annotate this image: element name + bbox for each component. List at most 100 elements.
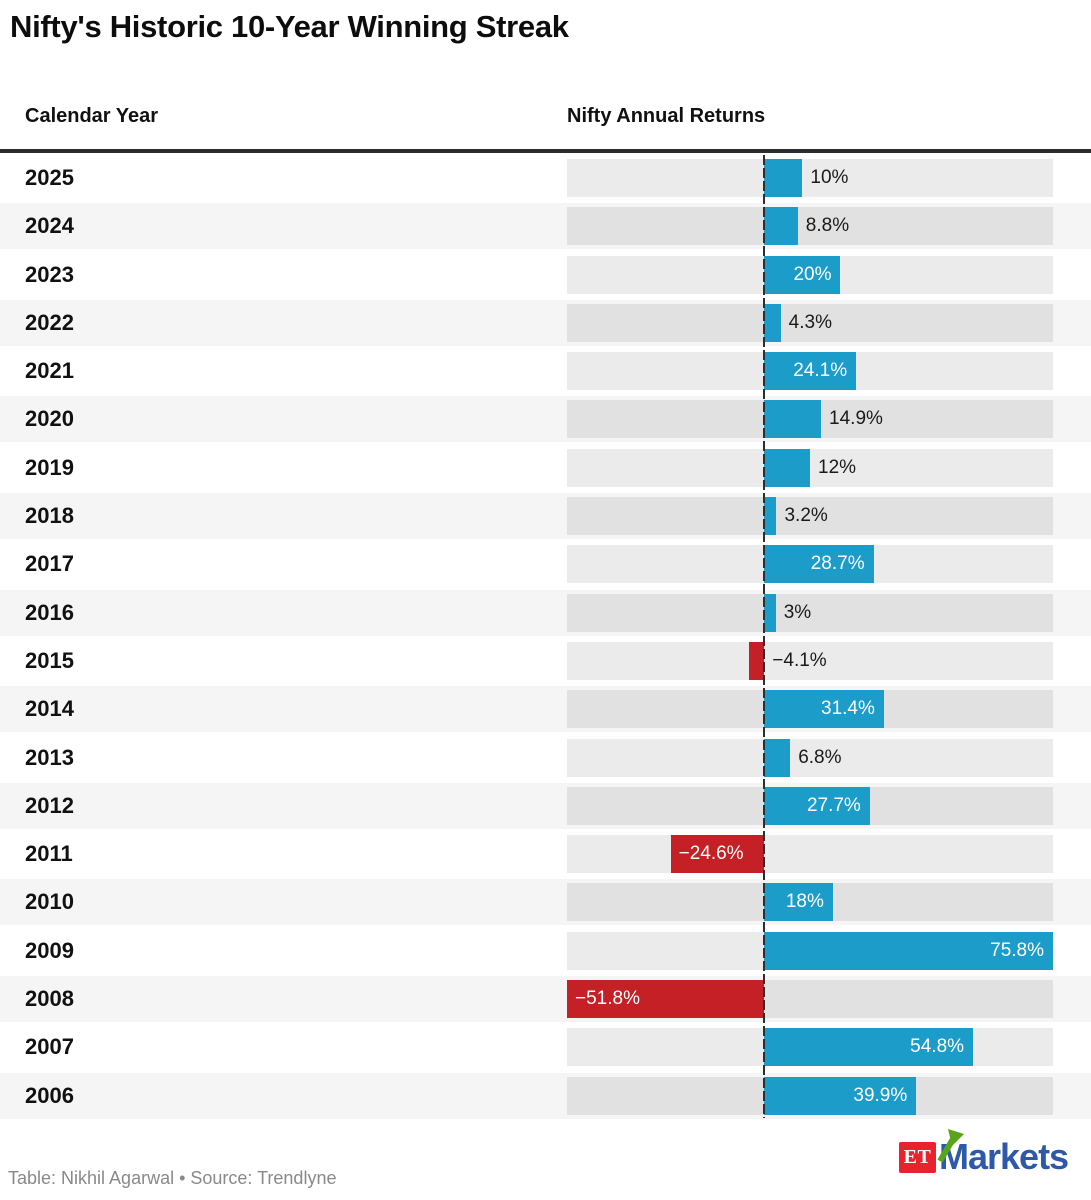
return-value-label: 14.9% xyxy=(829,408,883,430)
return-value-label: 10% xyxy=(810,167,849,188)
returns-chart: 2025 10% 2024 8.8% 2023 20% 2022 4.3% 2021 24.1% 2… xyxy=(0,155,1091,1121)
return-bar xyxy=(764,738,791,777)
return-bar xyxy=(567,980,765,1019)
return-bar xyxy=(764,448,810,487)
table-row: 2025 10% xyxy=(0,155,1091,201)
bar-track: −24.6% xyxy=(567,835,1053,874)
bar-track: 3.2% xyxy=(567,497,1053,536)
header-divider xyxy=(0,149,1091,153)
bar-track: 10% xyxy=(567,159,1053,197)
bar-track: 14.9% xyxy=(567,400,1053,439)
bar-track: 20% xyxy=(567,255,1053,294)
bar-track: 4.3% xyxy=(567,303,1053,342)
table-row: 2012 27.7% xyxy=(0,782,1091,829)
return-bar xyxy=(764,593,776,632)
bar-track: 18% xyxy=(567,883,1053,922)
table-row: 2018 3.2% xyxy=(0,493,1091,540)
table-row: 2024 8.8% xyxy=(0,203,1091,250)
return-bar xyxy=(764,207,798,246)
return-bar xyxy=(764,786,870,825)
year-label: 2023 xyxy=(25,261,74,287)
logo-arrow-icon xyxy=(937,1129,964,1163)
return-value-label: 27.7% xyxy=(806,794,861,816)
zero-axis-line xyxy=(763,155,766,1118)
year-label: 2008 xyxy=(25,986,74,1012)
table-row: 2010 18% xyxy=(0,879,1091,926)
return-value-label: 75.8% xyxy=(990,939,1044,961)
table-row: 2019 12% xyxy=(0,444,1091,491)
year-label: 2009 xyxy=(25,937,74,963)
year-label: 2014 xyxy=(25,696,74,722)
etmarkets-logo: ET Markets xyxy=(899,1129,1069,1177)
et-logo-box: ET xyxy=(899,1141,936,1173)
return-value-label: 3.2% xyxy=(784,505,828,527)
return-bar xyxy=(748,641,765,680)
bar-track: 12% xyxy=(567,448,1053,487)
return-bar xyxy=(764,400,822,439)
table-row: 2021 24.1% xyxy=(0,348,1091,395)
return-value-label: 20% xyxy=(793,263,832,285)
bar-track: 27.7% xyxy=(567,786,1053,825)
page-title: Nifty's Historic 10-Year Winning Streak xyxy=(10,9,569,44)
table-row: 2017 28.7% xyxy=(0,541,1091,588)
year-label: 2007 xyxy=(25,1034,74,1060)
year-label: 2017 xyxy=(25,551,74,577)
year-label: 2018 xyxy=(25,503,74,529)
year-label: 2022 xyxy=(25,309,74,335)
return-value-label: −4.1% xyxy=(772,649,827,671)
table-row: 2014 31.4% xyxy=(0,686,1091,733)
bar-track: 28.7% xyxy=(567,545,1053,584)
return-value-label: 3% xyxy=(783,601,812,623)
bar-track: 54.8% xyxy=(567,1028,1053,1067)
return-bar xyxy=(764,352,857,391)
table-row: 2006 39.9% xyxy=(0,1072,1091,1119)
markets-wordmark-wrap: Markets xyxy=(937,1129,1069,1177)
column-header-nifty-annual-returns: Nifty Annual Returns xyxy=(567,105,766,127)
return-value-label: 18% xyxy=(785,891,824,913)
return-value-label: 24.1% xyxy=(793,360,848,382)
return-bar xyxy=(764,690,884,729)
return-bar xyxy=(764,883,833,922)
year-label: 2021 xyxy=(25,358,74,384)
bar-track: −51.8% xyxy=(567,980,1053,1019)
column-header-calendar-year: Calendar Year xyxy=(25,105,159,127)
bar-track: 24.1% xyxy=(567,352,1053,391)
table-row: 2007 54.8% xyxy=(0,1024,1091,1071)
return-bar xyxy=(764,159,803,197)
bar-track: 75.8% xyxy=(567,931,1053,970)
table-row: 2009 75.8% xyxy=(0,927,1091,974)
return-value-label: 31.4% xyxy=(821,698,875,720)
year-label: 2024 xyxy=(25,213,74,239)
return-bar xyxy=(670,835,765,874)
year-label: 2006 xyxy=(25,1082,74,1108)
return-value-label: −51.8% xyxy=(575,988,640,1010)
year-label: 2025 xyxy=(25,165,74,190)
year-label: 2012 xyxy=(25,792,74,818)
bar-track: 8.8% xyxy=(567,207,1053,246)
return-value-label: 54.8% xyxy=(910,1036,965,1058)
return-bar xyxy=(764,255,841,294)
markets-wordmark: Markets xyxy=(939,1136,1069,1177)
bar-track: 3% xyxy=(567,593,1053,632)
return-value-label: 28.7% xyxy=(810,553,865,575)
return-value-label: 12% xyxy=(818,456,857,478)
return-bar xyxy=(764,1028,973,1067)
year-label: 2013 xyxy=(25,744,74,770)
year-label: 2019 xyxy=(25,454,74,480)
table-row: 2020 14.9% xyxy=(0,396,1091,443)
bar-track: 31.4% xyxy=(567,690,1053,729)
bar-track: 39.9% xyxy=(567,1076,1053,1115)
table-row: 2016 3% xyxy=(0,589,1091,636)
year-label: 2015 xyxy=(25,647,74,673)
return-bar xyxy=(764,545,874,584)
return-value-label: 4.3% xyxy=(788,311,832,333)
table-row: 2011 −24.6% xyxy=(0,831,1091,878)
table-row: 2013 6.8% xyxy=(0,734,1091,781)
return-bar xyxy=(764,931,1053,970)
table-row: 2023 20% xyxy=(0,251,1091,298)
year-label: 2020 xyxy=(25,406,74,432)
year-label: 2016 xyxy=(25,599,74,625)
return-value-label: 6.8% xyxy=(798,746,842,768)
year-label: 2011 xyxy=(25,841,73,867)
